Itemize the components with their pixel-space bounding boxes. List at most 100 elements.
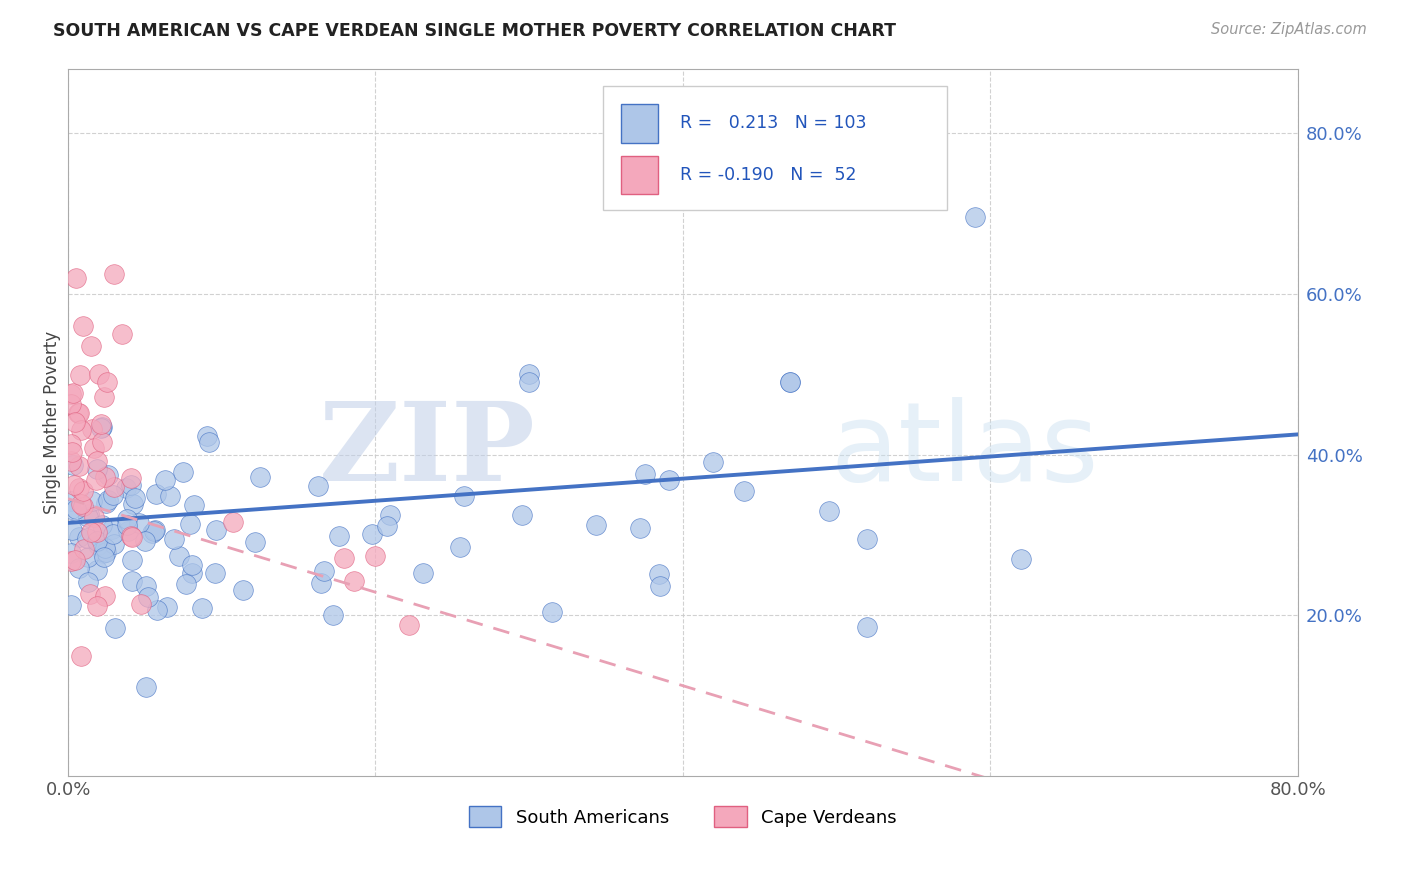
Point — [312, 565, 335, 579]
Point — [204, 523, 226, 537]
Point — [94, 469, 117, 483]
Point — [72, 318, 94, 333]
Text: SOUTH AMERICAN VS CAPE VERDEAN SINGLE MOTHER POVERTY CORRELATION CHART: SOUTH AMERICAN VS CAPE VERDEAN SINGLE MO… — [53, 22, 897, 40]
Point — [93, 390, 115, 404]
Point — [63, 477, 86, 491]
Point — [80, 494, 103, 508]
Point — [60, 493, 83, 508]
Point — [70, 423, 93, 437]
Point — [70, 648, 93, 663]
Point — [145, 487, 167, 501]
FancyBboxPatch shape — [603, 87, 948, 210]
Point — [77, 507, 100, 521]
Point — [69, 482, 91, 496]
Point — [181, 558, 204, 573]
Y-axis label: Single Mother Poverty: Single Mother Poverty — [44, 331, 60, 514]
Point — [111, 326, 134, 341]
Point — [70, 497, 93, 511]
Point — [183, 498, 205, 512]
Point — [156, 600, 179, 615]
Point — [97, 467, 120, 482]
Point — [309, 576, 332, 591]
Point — [121, 530, 143, 544]
Point — [398, 617, 420, 632]
Point — [143, 524, 166, 539]
Point — [120, 528, 142, 542]
Point — [83, 441, 105, 455]
Point — [222, 515, 245, 529]
Point — [172, 466, 194, 480]
Text: Source: ZipAtlas.com: Source: ZipAtlas.com — [1211, 22, 1367, 37]
Point — [76, 531, 98, 545]
Point — [143, 523, 166, 537]
Point — [79, 587, 101, 601]
Point — [90, 417, 112, 431]
Text: R = -0.190   N =  52: R = -0.190 N = 52 — [681, 166, 856, 184]
Point — [60, 436, 83, 450]
Point — [115, 517, 138, 532]
Point — [120, 471, 142, 485]
Point — [69, 368, 91, 382]
Point — [364, 549, 387, 563]
Point — [76, 510, 98, 524]
Point — [634, 467, 657, 482]
Point — [60, 502, 83, 516]
Point — [103, 480, 125, 494]
Point — [72, 500, 94, 514]
Point — [103, 527, 125, 541]
Point — [86, 599, 108, 613]
Point — [90, 434, 112, 449]
Point — [963, 211, 986, 225]
Point — [60, 453, 83, 467]
Point — [146, 603, 169, 617]
Point — [86, 563, 108, 577]
Point — [86, 534, 108, 549]
Text: R =   0.213   N = 103: R = 0.213 N = 103 — [681, 114, 868, 132]
Point — [77, 550, 100, 565]
Point — [86, 525, 108, 540]
Text: atlas: atlas — [831, 397, 1099, 504]
Point — [60, 546, 83, 560]
Point — [540, 606, 562, 620]
Point — [232, 582, 254, 597]
Point — [167, 549, 190, 563]
Point — [67, 406, 90, 420]
Point — [174, 576, 197, 591]
Point — [658, 473, 681, 487]
Point — [94, 545, 117, 559]
Point — [115, 481, 138, 495]
Point — [243, 534, 266, 549]
Point — [121, 497, 143, 511]
Point — [249, 470, 271, 484]
Point — [80, 422, 103, 436]
Point — [101, 488, 124, 502]
Point — [86, 454, 108, 468]
Point — [91, 546, 114, 560]
Point — [191, 601, 214, 615]
Point — [60, 598, 83, 612]
Point — [80, 339, 103, 353]
Point — [117, 512, 139, 526]
Point — [100, 522, 122, 536]
Point — [135, 680, 157, 694]
Point — [93, 589, 115, 603]
Point — [512, 508, 534, 522]
Point — [1010, 552, 1032, 566]
Point — [138, 591, 160, 605]
Point — [90, 420, 112, 434]
Point — [87, 367, 110, 381]
Point — [91, 518, 114, 533]
Point — [60, 444, 83, 458]
Point — [153, 474, 176, 488]
Point — [163, 532, 186, 546]
Point — [104, 622, 127, 636]
Point — [650, 579, 672, 593]
Point — [65, 502, 87, 516]
Point — [702, 455, 724, 469]
Point — [77, 575, 100, 590]
Point — [117, 524, 139, 539]
Point — [60, 554, 83, 568]
Point — [128, 516, 150, 530]
Point — [83, 510, 105, 524]
Point — [63, 415, 86, 429]
